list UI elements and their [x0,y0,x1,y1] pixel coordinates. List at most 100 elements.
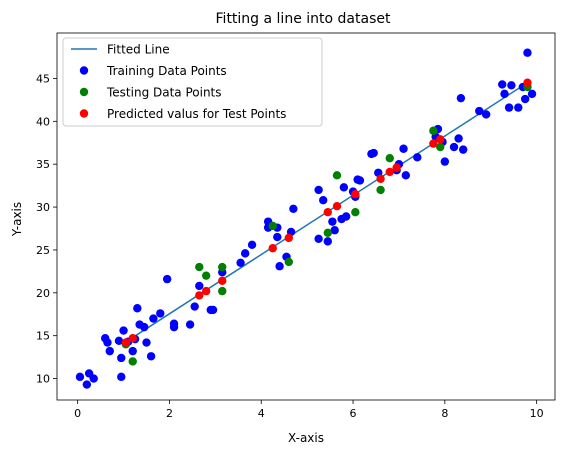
training-point-24 [185,320,195,329]
predicted-point-5 [268,244,277,253]
training-point-41 [314,185,323,195]
testing-point-5 [218,286,227,296]
legend-predicted-swatch [79,109,89,118]
training-point-75 [507,81,516,90]
predicted-point-7 [323,208,333,217]
y-tick-label-6: 40 [36,115,50,128]
training-point-53 [355,176,365,185]
testing-point-1 [128,357,137,366]
training-point-60 [401,171,411,180]
legend-fitted-line-label: Fitted Line [107,43,170,57]
training-point-23 [169,322,179,332]
legend-training-label: Training Data Points [106,64,227,78]
training-point-79 [527,89,537,99]
legend-predicted-label: Predicted valus for Test Points [107,107,286,121]
training-point-8 [117,372,126,382]
predicted-point-0 [121,338,131,347]
x-tick-label-5: 10 [530,407,544,420]
training-point-77 [520,94,530,104]
training-point-61 [413,153,422,162]
training-point-46 [330,226,339,235]
chart-title: Fitting a line into dataset [216,11,391,27]
training-point-42 [314,234,323,243]
y-tick-label-5: 35 [36,158,50,171]
training-point-48 [339,183,349,192]
predicted-point-11 [385,167,394,177]
x-tick-label-4: 8 [441,407,448,420]
x-tick-label-0: 0 [74,407,81,420]
y-tick-label-4: 30 [36,201,50,214]
testing-point-4 [218,262,227,272]
training-point-7 [114,336,124,346]
legend-testing-swatch [79,87,89,97]
training-point-1 [82,380,92,389]
testing-point-7 [284,257,293,267]
training-point-12 [128,346,137,356]
legend: Fitted Line Training Data Points Testing D… [62,37,323,127]
x-tick-label-1: 2 [166,407,173,420]
predicted-point-8 [332,202,342,211]
predicted-point-10 [376,174,385,183]
testing-point-11 [376,185,385,195]
y-tick-label-3: 25 [36,244,50,257]
testing-point-13 [429,126,438,135]
training-point-49 [341,212,351,221]
plot-area [75,48,537,389]
training-point-19 [149,314,158,323]
predicted-point-13 [429,139,438,148]
training-point-59 [399,144,408,153]
predicted-point-1 [128,334,137,343]
predicted-point-4 [218,276,227,286]
training-point-5 [103,338,112,347]
training-point-6 [105,346,114,356]
testing-point-14 [436,142,445,152]
training-point-72 [498,80,507,89]
y-tick-label-2: 20 [36,287,50,300]
y-axis-label: Y-axis [10,202,24,237]
legend-box [62,37,323,127]
training-point-32 [247,240,257,249]
testing-point-10 [351,208,360,217]
predicted-point-14 [436,135,445,144]
training-point-31 [240,249,250,258]
predicted-point-2 [195,291,204,300]
x-axis-label: X-axis [288,431,324,445]
predicted-point-6 [284,233,293,243]
predicted-point-9 [351,190,360,199]
predicted-point-3 [201,286,211,296]
training-point-30 [236,258,245,268]
y-tick-label-7: 45 [36,72,50,85]
training-point-45 [328,217,337,226]
training-point-16 [140,322,149,332]
y-tick-label-1: 15 [36,330,50,343]
predicted-point-12 [392,163,401,172]
legend-testing-label: Testing Data Points [106,86,222,100]
training-point-44 [323,237,333,246]
training-point-14 [133,304,142,313]
testing-point-12 [385,153,394,163]
training-point-69 [459,145,468,154]
axes-frame [56,32,556,401]
training-point-73 [500,89,509,99]
training-point-70 [475,106,484,116]
training-point-40 [289,204,298,213]
axes: 0 2 4 6 8 10 10 15 20 25 30 35 40 45 [36,32,556,420]
training-point-3 [89,374,98,383]
training-point-0 [75,372,85,382]
training-point-55 [369,148,378,158]
training-point-68 [456,93,466,103]
testing-point-8 [323,228,333,237]
training-point-21 [162,274,172,284]
training-point-26 [195,281,204,291]
predicted-point-15 [523,78,532,87]
training-point-65 [440,157,450,166]
training-point-17 [142,338,151,347]
testing-point-3 [201,271,211,280]
training-point-71 [481,110,491,119]
training-point-43 [319,196,328,205]
testing-point-9 [332,171,342,180]
training-point-74 [504,103,514,112]
y-tick-label-0: 10 [36,373,50,386]
training-point-9 [117,353,126,363]
